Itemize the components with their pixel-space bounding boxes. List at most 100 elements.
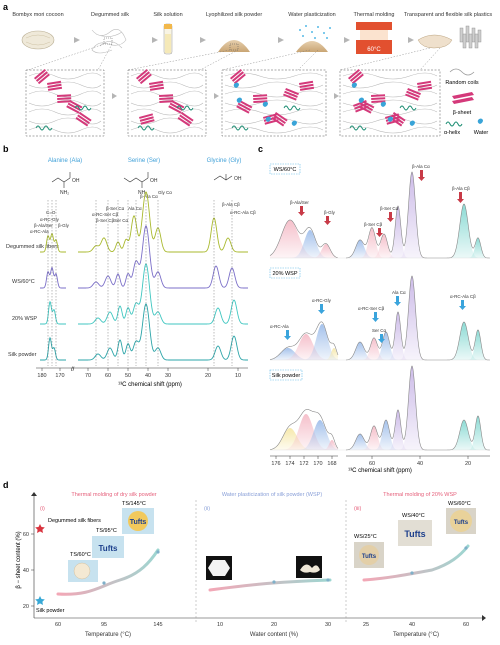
x-tick-label: 174 xyxy=(285,461,294,467)
ser-nh2: NH₂ xyxy=(138,190,147,196)
deconvolved-peak xyxy=(270,220,338,258)
svg-text:95: 95 xyxy=(101,622,107,628)
x-ticks-c: 176 174 172 170 168 60 40 20 xyxy=(271,456,471,467)
nmr-spectra-b xyxy=(40,191,248,366)
peak-label-gly-ca: Gly Cα xyxy=(158,190,172,195)
panel-label-a: a xyxy=(3,2,9,12)
alpha-helix-icon xyxy=(399,105,417,111)
label-ts95: TS/95°C xyxy=(96,528,117,534)
x-label-c: ¹³C chemical shift (ppm) xyxy=(348,468,412,474)
c-label-ser-ca: Ser Cα xyxy=(372,328,387,333)
beta-sheet-icon xyxy=(405,88,421,101)
x-tick-label: 10 xyxy=(235,373,241,379)
deconvolved-peak xyxy=(270,334,338,360)
spectrum-b-right-3 xyxy=(78,303,248,361)
beta-sheet-icon xyxy=(75,112,92,127)
deconvolved-peak xyxy=(270,420,338,450)
spectrum-b-right-2 xyxy=(78,263,248,325)
spectrum-envelope xyxy=(345,171,491,259)
alpha-helix-icon xyxy=(137,125,155,131)
photo-ws40: Tufts xyxy=(398,520,432,546)
peak-label-co: C=O xyxy=(46,210,56,215)
svg-text:40: 40 xyxy=(409,622,415,628)
curve-iii xyxy=(362,544,470,582)
y-tick-label: 20 xyxy=(23,604,29,610)
x-tick-label: 30 xyxy=(165,373,171,379)
x-axis-b: // xyxy=(36,367,248,373)
c-label-b-ala-ca: β-Ala Cα xyxy=(412,164,430,169)
c-label-ala-ca: Ala Cα xyxy=(392,290,406,295)
beta-sheet-icon xyxy=(47,80,63,91)
beta-sheet-icon xyxy=(417,80,433,91)
peak-label-rc-ala: α-RC-Ala xyxy=(30,229,49,234)
deconvolved-peak xyxy=(346,420,490,450)
ala-nh2: NH₂ xyxy=(60,190,69,196)
water-icon xyxy=(265,116,271,122)
spectrum-b-left-2 xyxy=(40,300,66,325)
peak-label-rc-gly: α-RC-Gly xyxy=(40,217,60,222)
c-label-b-ser-ca: β-Ser Cα xyxy=(380,206,399,211)
x-tick-label: 168 xyxy=(327,461,336,467)
spectrum-c-1 xyxy=(269,275,491,361)
panel-label-c: c xyxy=(258,144,263,154)
cocoon-icon xyxy=(21,30,55,50)
beta-sheet-icon xyxy=(236,100,253,114)
box-arrows xyxy=(104,93,339,99)
alpha-helix-icon xyxy=(231,125,249,131)
x-tick-label: 50 xyxy=(125,373,131,379)
step-label-cocoon: Bombyx mori cocoon xyxy=(12,12,63,18)
x-label-d-i: Temperature (°C) xyxy=(85,632,131,638)
roman-i: (i) xyxy=(40,506,45,512)
peak-label-rc-ser-cb: α-RC-Ser Cβ xyxy=(92,212,119,217)
legend-beta-sheet: β-sheet xyxy=(453,110,472,116)
legend-random-coils: Random coils xyxy=(445,80,479,86)
x-tick-label: 40 xyxy=(417,461,423,467)
photo-ts60 xyxy=(68,560,98,582)
sample-label-powder: Silk powder xyxy=(8,352,37,358)
deconvolved-peak xyxy=(346,172,490,258)
spectrum-b-right-0 xyxy=(78,191,248,253)
rc-arrows-c xyxy=(284,296,466,343)
deconvolved-peak xyxy=(270,348,338,360)
alpha-helix-icon xyxy=(349,125,367,131)
panel-label-d: d xyxy=(3,480,9,490)
x-tick-label: 172 xyxy=(299,461,308,467)
x-tick-label: 170 xyxy=(313,461,322,467)
c-label-rc-gly: α-RC-Gly xyxy=(312,298,332,303)
alpha-helix-icon xyxy=(74,105,92,111)
spectrum-b-right-1 xyxy=(78,225,248,289)
x-ticks-d: 60 95 145 10 20 30 25 40 60 xyxy=(55,622,469,628)
label-ws40: WS/40°C xyxy=(402,513,425,519)
water-icon xyxy=(236,97,242,103)
peak-label-b-ala-ca: β-Ala Cα xyxy=(140,194,158,199)
y-tick-label: 60 xyxy=(23,532,29,538)
molecule-name-ala: Alanine (Ala) xyxy=(48,158,82,164)
c-label-rc-ala: α-RC-Ala xyxy=(270,324,289,329)
beta-arrows-c xyxy=(298,170,464,237)
degummed-silk-icon xyxy=(91,29,127,54)
svg-text:Tufts: Tufts xyxy=(404,529,425,539)
deconvolved-peak xyxy=(346,234,490,258)
beta-sheet-icon xyxy=(139,113,155,125)
deconvolved-peak xyxy=(346,276,490,360)
deconvolved-peak xyxy=(346,426,490,450)
random-coil-icon xyxy=(449,68,475,76)
svg-text:60: 60 xyxy=(463,622,469,628)
svg-text:Tufts: Tufts xyxy=(130,519,147,526)
water-plasticization-icon xyxy=(296,25,331,52)
spectrum-b-left-0 xyxy=(40,232,66,253)
roman-iii: (iii) xyxy=(354,506,361,512)
peak-label-b-ala-cb: β-Ala Cβ xyxy=(222,202,240,207)
water-icon xyxy=(387,116,393,122)
deconvolved-peak xyxy=(346,420,490,450)
molecule-structures xyxy=(51,172,233,188)
y-ticks-d: 20 40 60 xyxy=(23,532,34,610)
deconvolved-peak xyxy=(346,238,490,258)
step-label-degummed: Degummed silk xyxy=(91,12,129,18)
sample-label-wsp: 20% WSP xyxy=(12,316,37,322)
deconvolved-peak xyxy=(270,244,338,258)
beta-sheet-icon xyxy=(353,99,369,113)
x-tick-label: 176 xyxy=(271,461,280,467)
x-label-b: ¹³C chemical shift (ppm) xyxy=(118,382,182,388)
deconvolved-peak xyxy=(270,414,338,450)
